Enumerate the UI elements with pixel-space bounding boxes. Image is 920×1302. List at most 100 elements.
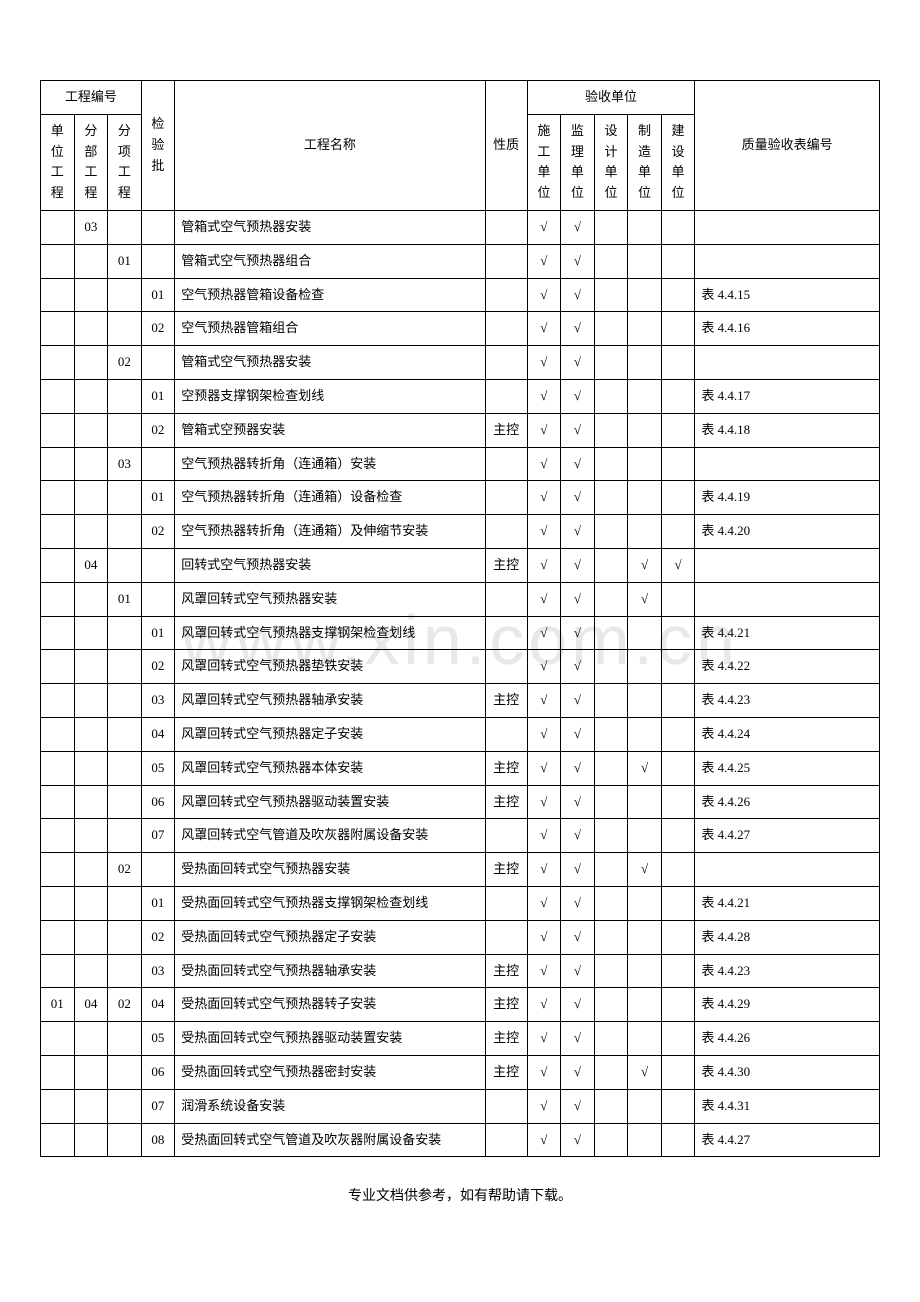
cell: 03 <box>74 210 108 244</box>
cell: 管箱式空气预热器组合 <box>175 244 485 278</box>
cell <box>594 1123 628 1157</box>
cell <box>661 244 695 278</box>
cell <box>74 244 108 278</box>
table-row: 06受热面回转式空气预热器密封安装主控√√√表 4.4.30 <box>41 1055 880 1089</box>
cell <box>41 1123 75 1157</box>
cell <box>594 1055 628 1089</box>
cell <box>41 751 75 785</box>
cell: 表 4.4.25 <box>695 751 880 785</box>
cell: 主控 <box>485 684 527 718</box>
header-item-project: 分 项 工 程 <box>108 114 142 210</box>
cell <box>108 920 142 954</box>
cell <box>108 481 142 515</box>
cell: 表 4.4.21 <box>695 616 880 650</box>
cell: √ <box>561 954 595 988</box>
cell <box>41 853 75 887</box>
cell <box>141 244 175 278</box>
cell <box>628 616 662 650</box>
cell <box>141 346 175 380</box>
cell <box>41 379 75 413</box>
cell <box>108 785 142 819</box>
table-row: 02风罩回转式空气预热器垫铁安装√√表 4.4.22 <box>41 650 880 684</box>
cell: √ <box>561 548 595 582</box>
cell <box>485 1089 527 1123</box>
cell: √ <box>561 920 595 954</box>
header-inspection-batch: 检 验 批 <box>141 81 175 211</box>
cell: 主控 <box>485 413 527 447</box>
cell: 空气预热器转折角（连通箱）安装 <box>175 447 485 481</box>
cell <box>485 582 527 616</box>
table-row: 07润滑系统设备安装√√表 4.4.31 <box>41 1089 880 1123</box>
cell: √ <box>527 988 561 1022</box>
cell <box>41 920 75 954</box>
cell <box>661 785 695 819</box>
cell <box>41 210 75 244</box>
cell <box>661 1123 695 1157</box>
cell: 受热面回转式空气预热器支撑钢架检查划线 <box>175 886 485 920</box>
cell: 02 <box>108 988 142 1022</box>
cell: 03 <box>141 954 175 988</box>
cell: √ <box>561 278 595 312</box>
cell: 表 4.4.15 <box>695 278 880 312</box>
cell: 表 4.4.27 <box>695 819 880 853</box>
cell: √ <box>527 954 561 988</box>
table-row: 01空气预热器管箱设备检查√√表 4.4.15 <box>41 278 880 312</box>
cell: √ <box>561 413 595 447</box>
cell <box>74 312 108 346</box>
cell: 04 <box>74 988 108 1022</box>
cell <box>628 988 662 1022</box>
cell: 表 4.4.30 <box>695 1055 880 1089</box>
cell <box>661 954 695 988</box>
cell: √ <box>527 515 561 549</box>
table-row: 03空气预热器转折角（连通箱）安装√√ <box>41 447 880 481</box>
cell: 表 4.4.23 <box>695 954 880 988</box>
cell <box>628 244 662 278</box>
cell: √ <box>527 650 561 684</box>
cell: √ <box>561 346 595 380</box>
cell: √ <box>561 785 595 819</box>
cell <box>661 853 695 887</box>
cell: √ <box>561 819 595 853</box>
cell <box>74 1055 108 1089</box>
cell: 02 <box>141 312 175 346</box>
cell <box>485 481 527 515</box>
cell: 表 4.4.29 <box>695 988 880 1022</box>
cell: 02 <box>141 650 175 684</box>
cell <box>74 819 108 853</box>
cell: 主控 <box>485 1055 527 1089</box>
cell <box>594 819 628 853</box>
cell <box>108 886 142 920</box>
cell: 06 <box>141 785 175 819</box>
cell <box>594 413 628 447</box>
cell <box>628 515 662 549</box>
cell <box>661 278 695 312</box>
cell: 受热面回转式空气预热器密封安装 <box>175 1055 485 1089</box>
cell <box>41 1089 75 1123</box>
cell <box>661 988 695 1022</box>
table-row: 03风罩回转式空气预热器轴承安装主控√√表 4.4.23 <box>41 684 880 718</box>
cell <box>661 413 695 447</box>
cell <box>41 548 75 582</box>
footer-text: 专业文档供参考，如有帮助请下载。 <box>40 1185 880 1205</box>
cell <box>41 582 75 616</box>
cell: 表 4.4.31 <box>695 1089 880 1123</box>
cell <box>695 447 880 481</box>
cell: 01 <box>141 379 175 413</box>
cell <box>661 650 695 684</box>
cell <box>594 717 628 751</box>
cell <box>108 717 142 751</box>
cell <box>661 751 695 785</box>
cell <box>485 244 527 278</box>
cell: 主控 <box>485 954 527 988</box>
header-quality-ref: 质量验收表编号 <box>695 81 880 211</box>
cell: 风罩回转式空气预热器垫铁安装 <box>175 650 485 684</box>
cell <box>661 346 695 380</box>
cell <box>628 717 662 751</box>
cell: 管箱式空气预热器安装 <box>175 346 485 380</box>
cell: 风罩回转式空气预热器安装 <box>175 582 485 616</box>
cell: 主控 <box>485 785 527 819</box>
cell: 空气预热器转折角（连通箱）设备检查 <box>175 481 485 515</box>
cell <box>594 684 628 718</box>
cell <box>594 244 628 278</box>
cell: 主控 <box>485 548 527 582</box>
